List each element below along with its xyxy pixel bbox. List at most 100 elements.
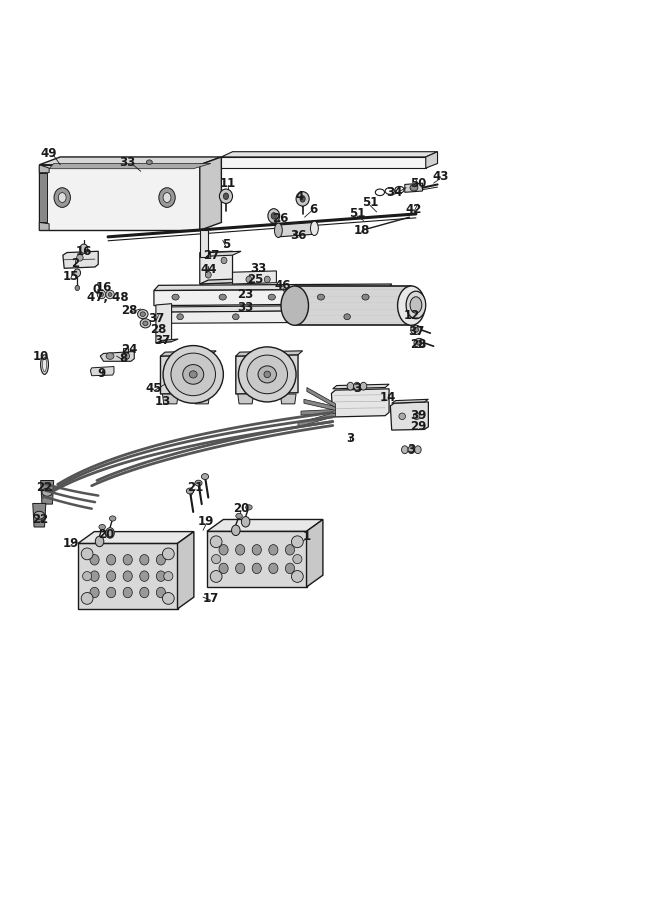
Text: 23: 23	[238, 288, 253, 301]
Text: 22: 22	[33, 514, 48, 526]
Polygon shape	[33, 504, 46, 527]
Ellipse shape	[210, 571, 222, 583]
Text: 28: 28	[122, 304, 138, 317]
Text: 15: 15	[62, 270, 79, 283]
Ellipse shape	[360, 382, 367, 390]
Text: 36: 36	[290, 229, 307, 242]
Polygon shape	[160, 351, 216, 356]
Polygon shape	[221, 157, 426, 169]
Text: 4: 4	[296, 189, 304, 203]
Ellipse shape	[195, 480, 202, 487]
Ellipse shape	[413, 328, 419, 333]
Polygon shape	[39, 165, 200, 230]
Ellipse shape	[288, 313, 295, 320]
Ellipse shape	[100, 293, 103, 296]
Ellipse shape	[147, 159, 153, 165]
Ellipse shape	[106, 527, 114, 538]
Ellipse shape	[236, 545, 245, 555]
Text: 27: 27	[203, 248, 219, 262]
Polygon shape	[200, 157, 221, 230]
Text: 43: 43	[432, 170, 448, 183]
Polygon shape	[162, 305, 388, 313]
Text: 3: 3	[407, 443, 415, 457]
Text: 10: 10	[33, 350, 48, 362]
Text: 18: 18	[354, 224, 369, 236]
Ellipse shape	[268, 208, 280, 223]
Ellipse shape	[246, 505, 252, 510]
Text: 11: 11	[220, 177, 236, 189]
Ellipse shape	[268, 294, 275, 300]
Ellipse shape	[157, 571, 166, 582]
Text: 12: 12	[403, 309, 419, 322]
Text: 2: 2	[71, 256, 79, 270]
Text: 20: 20	[233, 502, 249, 516]
Ellipse shape	[157, 554, 166, 565]
Text: 3: 3	[353, 382, 361, 395]
Ellipse shape	[252, 545, 261, 555]
Ellipse shape	[90, 587, 99, 598]
Polygon shape	[207, 531, 307, 587]
Polygon shape	[63, 251, 98, 268]
Text: 9: 9	[98, 367, 105, 380]
Ellipse shape	[80, 244, 88, 253]
Ellipse shape	[300, 196, 305, 202]
Ellipse shape	[123, 554, 132, 565]
Text: 44: 44	[200, 263, 217, 276]
Polygon shape	[207, 519, 323, 531]
Polygon shape	[426, 151, 438, 169]
Ellipse shape	[402, 446, 408, 454]
Text: 16: 16	[76, 245, 92, 258]
Ellipse shape	[74, 269, 81, 277]
Polygon shape	[200, 279, 241, 284]
Ellipse shape	[212, 554, 221, 564]
Ellipse shape	[362, 294, 369, 300]
Polygon shape	[236, 355, 298, 394]
Ellipse shape	[98, 290, 106, 299]
Polygon shape	[78, 532, 194, 544]
Polygon shape	[154, 284, 392, 291]
Polygon shape	[39, 165, 49, 173]
Polygon shape	[123, 348, 128, 358]
Ellipse shape	[286, 564, 295, 573]
Ellipse shape	[281, 286, 309, 325]
Polygon shape	[200, 251, 241, 256]
Ellipse shape	[58, 193, 66, 202]
Ellipse shape	[183, 364, 204, 384]
Text: 42: 42	[405, 203, 422, 216]
Polygon shape	[307, 519, 323, 587]
Text: 16: 16	[96, 282, 111, 294]
Text: 5: 5	[222, 238, 230, 251]
Polygon shape	[39, 173, 47, 223]
Ellipse shape	[219, 545, 228, 555]
Polygon shape	[39, 223, 49, 230]
Ellipse shape	[157, 587, 166, 598]
Ellipse shape	[96, 536, 103, 546]
Ellipse shape	[415, 446, 421, 454]
Ellipse shape	[143, 321, 148, 325]
Ellipse shape	[123, 587, 132, 598]
Ellipse shape	[410, 185, 418, 191]
Ellipse shape	[291, 535, 303, 547]
Text: 37: 37	[148, 313, 164, 325]
Ellipse shape	[252, 564, 261, 573]
Text: 17: 17	[203, 592, 219, 605]
Polygon shape	[295, 286, 411, 325]
Ellipse shape	[186, 488, 194, 494]
Polygon shape	[304, 400, 335, 410]
Text: 47, 48: 47, 48	[87, 291, 129, 304]
Ellipse shape	[77, 255, 83, 261]
Ellipse shape	[177, 313, 183, 320]
Text: 45: 45	[145, 382, 162, 395]
Ellipse shape	[189, 371, 197, 378]
Ellipse shape	[163, 345, 223, 403]
Text: 50: 50	[410, 177, 426, 189]
Ellipse shape	[140, 587, 149, 598]
Ellipse shape	[140, 554, 149, 565]
Ellipse shape	[408, 446, 415, 454]
Polygon shape	[278, 223, 314, 236]
Polygon shape	[301, 410, 335, 415]
Ellipse shape	[210, 535, 222, 547]
Ellipse shape	[90, 571, 99, 582]
Polygon shape	[333, 384, 389, 389]
Text: 0: 0	[93, 283, 101, 295]
